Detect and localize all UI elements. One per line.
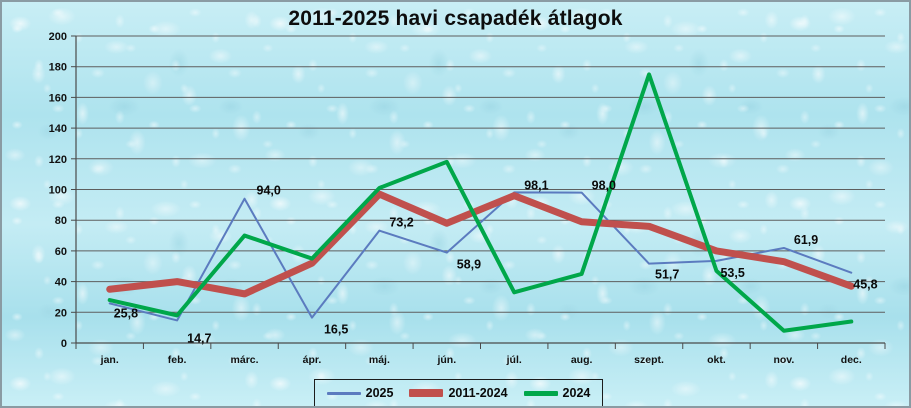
x-axis-label: szept. [634, 354, 664, 366]
y-axis-label: 40 [55, 277, 67, 289]
x-axis-label: nov. [773, 354, 794, 366]
y-axis-label: 180 [49, 62, 67, 74]
x-axis-label: aug. [571, 354, 593, 366]
chart-title: 2011-2025 havi csapadék átlagok [288, 7, 623, 30]
data-label-szept: 51,7 [655, 268, 679, 282]
y-axis-label: 100 [49, 185, 67, 197]
x-axis-label: dec. [841, 354, 862, 366]
y-axis-label: 120 [49, 154, 67, 166]
data-label-okt: 53,5 [720, 266, 744, 280]
x-axis-label: márc. [231, 354, 259, 366]
x-axis-label: jan. [100, 354, 119, 366]
legend-swatch-2025 [326, 391, 361, 395]
legend-label-2024: 2024 [562, 385, 591, 400]
y-axis-label: 80 [55, 215, 67, 227]
data-label-aug: 98,0 [592, 179, 616, 193]
data-label-jún: 58,9 [457, 258, 481, 272]
legend-label-2025: 2025 [365, 385, 394, 400]
data-label-júl: 98,1 [524, 178, 548, 192]
legend-item-2011-2024[interactable]: 2011-2024 [409, 385, 508, 400]
data-label-nov: 61,9 [794, 233, 818, 247]
legend-swatch-2011-2024 [409, 389, 444, 397]
y-axis-label: 60 [55, 246, 67, 258]
y-axis-label: 20 [55, 307, 67, 319]
data-label-jan: 25,8 [114, 306, 138, 320]
y-axis-label: 160 [49, 92, 67, 104]
legend-item-2025[interactable]: 2025 [326, 385, 394, 400]
x-axis-label: jún. [436, 354, 456, 366]
data-label-ápr: 16,5 [324, 323, 348, 337]
y-axis-label: 200 [49, 31, 67, 43]
x-axis-label: ápr. [303, 354, 322, 366]
x-axis-label: júl. [506, 354, 522, 366]
y-axis-label: 0 [61, 338, 67, 350]
x-axis-label: máj. [369, 354, 390, 366]
data-label-dec: 45,8 [853, 278, 877, 292]
legend-swatch-2024 [523, 390, 558, 396]
x-axis-label: feb. [168, 354, 187, 366]
legend-label-2011-2024: 2011-2024 [448, 385, 508, 400]
x-axis-label: okt. [707, 354, 726, 366]
chart-legend: 2025 2011-2024 2024 [314, 379, 603, 406]
legend-item-2024[interactable]: 2024 [523, 385, 591, 400]
data-label-feb: 14,7 [187, 331, 211, 345]
y-axis-label: 140 [49, 123, 67, 135]
data-label-márc: 94,0 [257, 184, 281, 198]
data-label-máj: 73,2 [389, 216, 413, 230]
